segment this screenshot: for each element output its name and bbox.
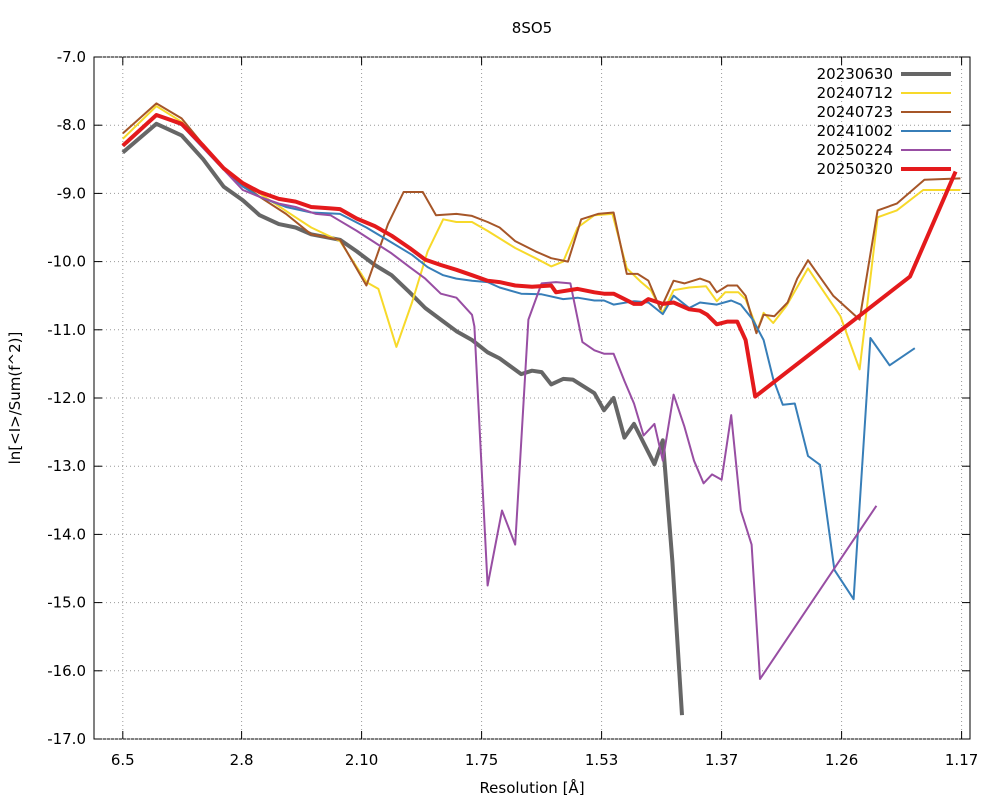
x-tick-label: 2.8 — [230, 751, 254, 769]
series-line — [122, 114, 916, 601]
series-line — [122, 102, 961, 335]
x-tick-label: 6.5 — [111, 751, 135, 769]
x-axis-label: Resolution [Å] — [479, 778, 584, 797]
y-tick-label: -17.0 — [47, 730, 86, 748]
legend-label: 20241002 — [817, 122, 893, 140]
chart-title: 8SO5 — [512, 19, 552, 37]
legend-label: 20250224 — [817, 141, 893, 159]
x-tick-label: 1.17 — [945, 751, 978, 769]
x-tick-label: 1.26 — [825, 751, 858, 769]
y-tick-label: -15.0 — [47, 594, 86, 612]
legend-label: 20240723 — [817, 103, 893, 121]
y-tick-label: -12.0 — [47, 389, 86, 407]
x-tick-label: 1.37 — [705, 751, 738, 769]
y-axis-label: ln[<I>/Sum(f^2)] — [6, 332, 24, 465]
series-line — [121, 113, 958, 399]
y-tick-label: -9.0 — [57, 184, 86, 202]
legend-label: 20230630 — [817, 65, 893, 83]
x-tick-label: 1.75 — [465, 751, 498, 769]
series-line — [122, 114, 878, 680]
series-line — [121, 121, 684, 716]
y-tick-label: -13.0 — [47, 457, 86, 475]
legend-label: 20250320 — [817, 160, 893, 178]
y-tick-label: -7.0 — [57, 48, 86, 66]
y-tick-label: -14.0 — [47, 525, 86, 543]
y-tick-label: -10.0 — [47, 253, 86, 271]
x-tick-label: 1.53 — [585, 751, 618, 769]
y-tick-label: -16.0 — [47, 662, 86, 680]
y-tick-label: -8.0 — [57, 116, 86, 134]
x-tick-label: 2.10 — [345, 751, 378, 769]
legend-label: 20240712 — [817, 84, 893, 102]
y-tick-label: -11.0 — [47, 321, 86, 339]
